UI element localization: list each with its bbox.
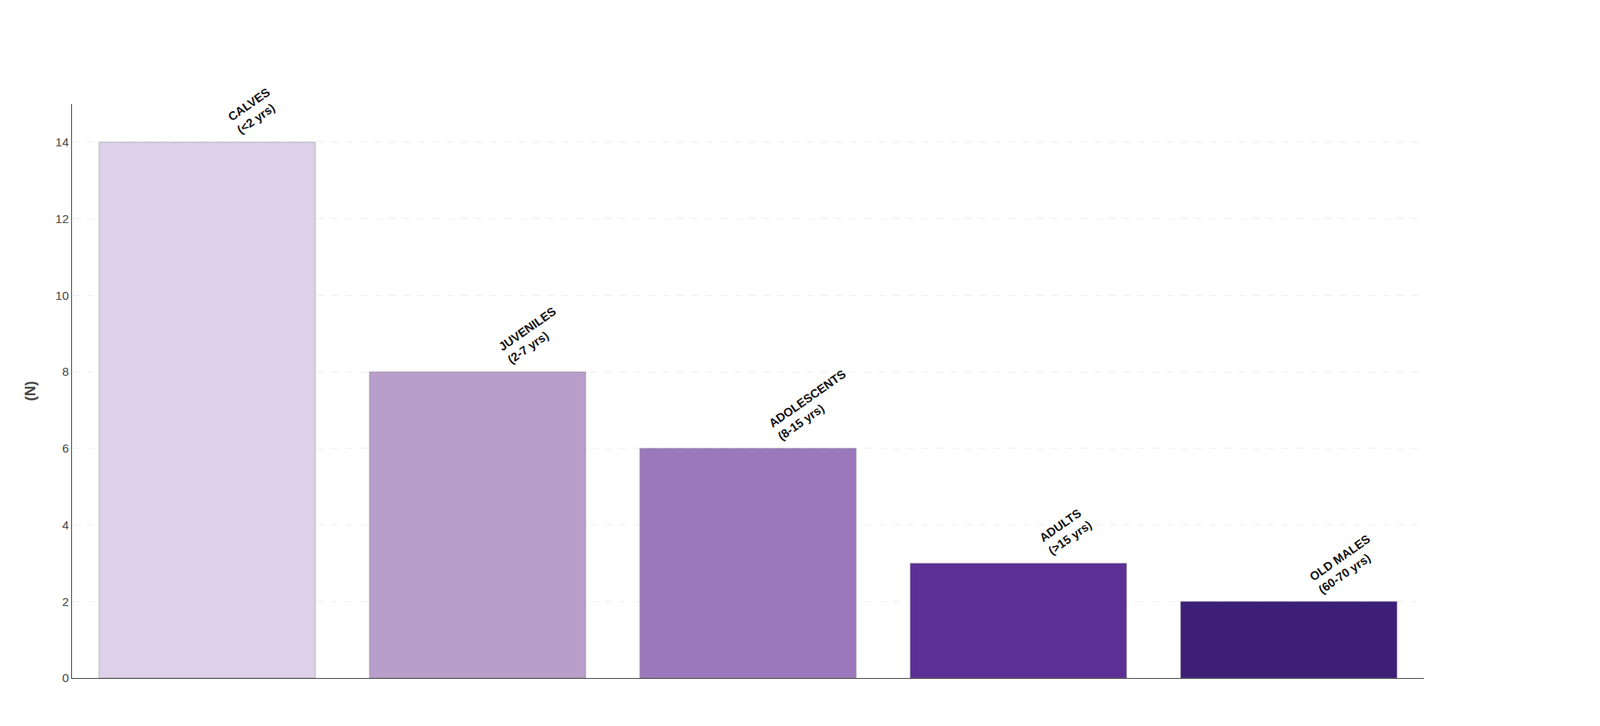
svg-text:14: 14 — [55, 135, 69, 149]
svg-text:JUVENILES(2-7 yrs): JUVENILES(2-7 yrs) — [496, 304, 568, 367]
svg-text:6: 6 — [62, 441, 69, 456]
svg-text:4: 4 — [62, 518, 69, 532]
svg-text:ADULTS(>15 yrs): ADULTS(>15 yrs) — [1036, 504, 1095, 558]
svg-text:8: 8 — [62, 364, 69, 379]
svg-text:CALVES(<2 yrs): CALVES(<2 yrs) — [225, 84, 282, 136]
svg-text:OLD MALES(60-70 yrs): OLD MALES(60-70 yrs) — [1307, 532, 1382, 597]
svg-text:(N): (N) — [22, 381, 39, 402]
svg-text:0: 0 — [62, 671, 69, 685]
svg-text:2: 2 — [62, 595, 69, 609]
svg-text:10: 10 — [55, 288, 69, 303]
svg-text:12: 12 — [55, 212, 69, 226]
svg-text:ADOLESCENTS(8-15 yrs): ADOLESCENTS(8-15 yrs) — [766, 367, 858, 444]
